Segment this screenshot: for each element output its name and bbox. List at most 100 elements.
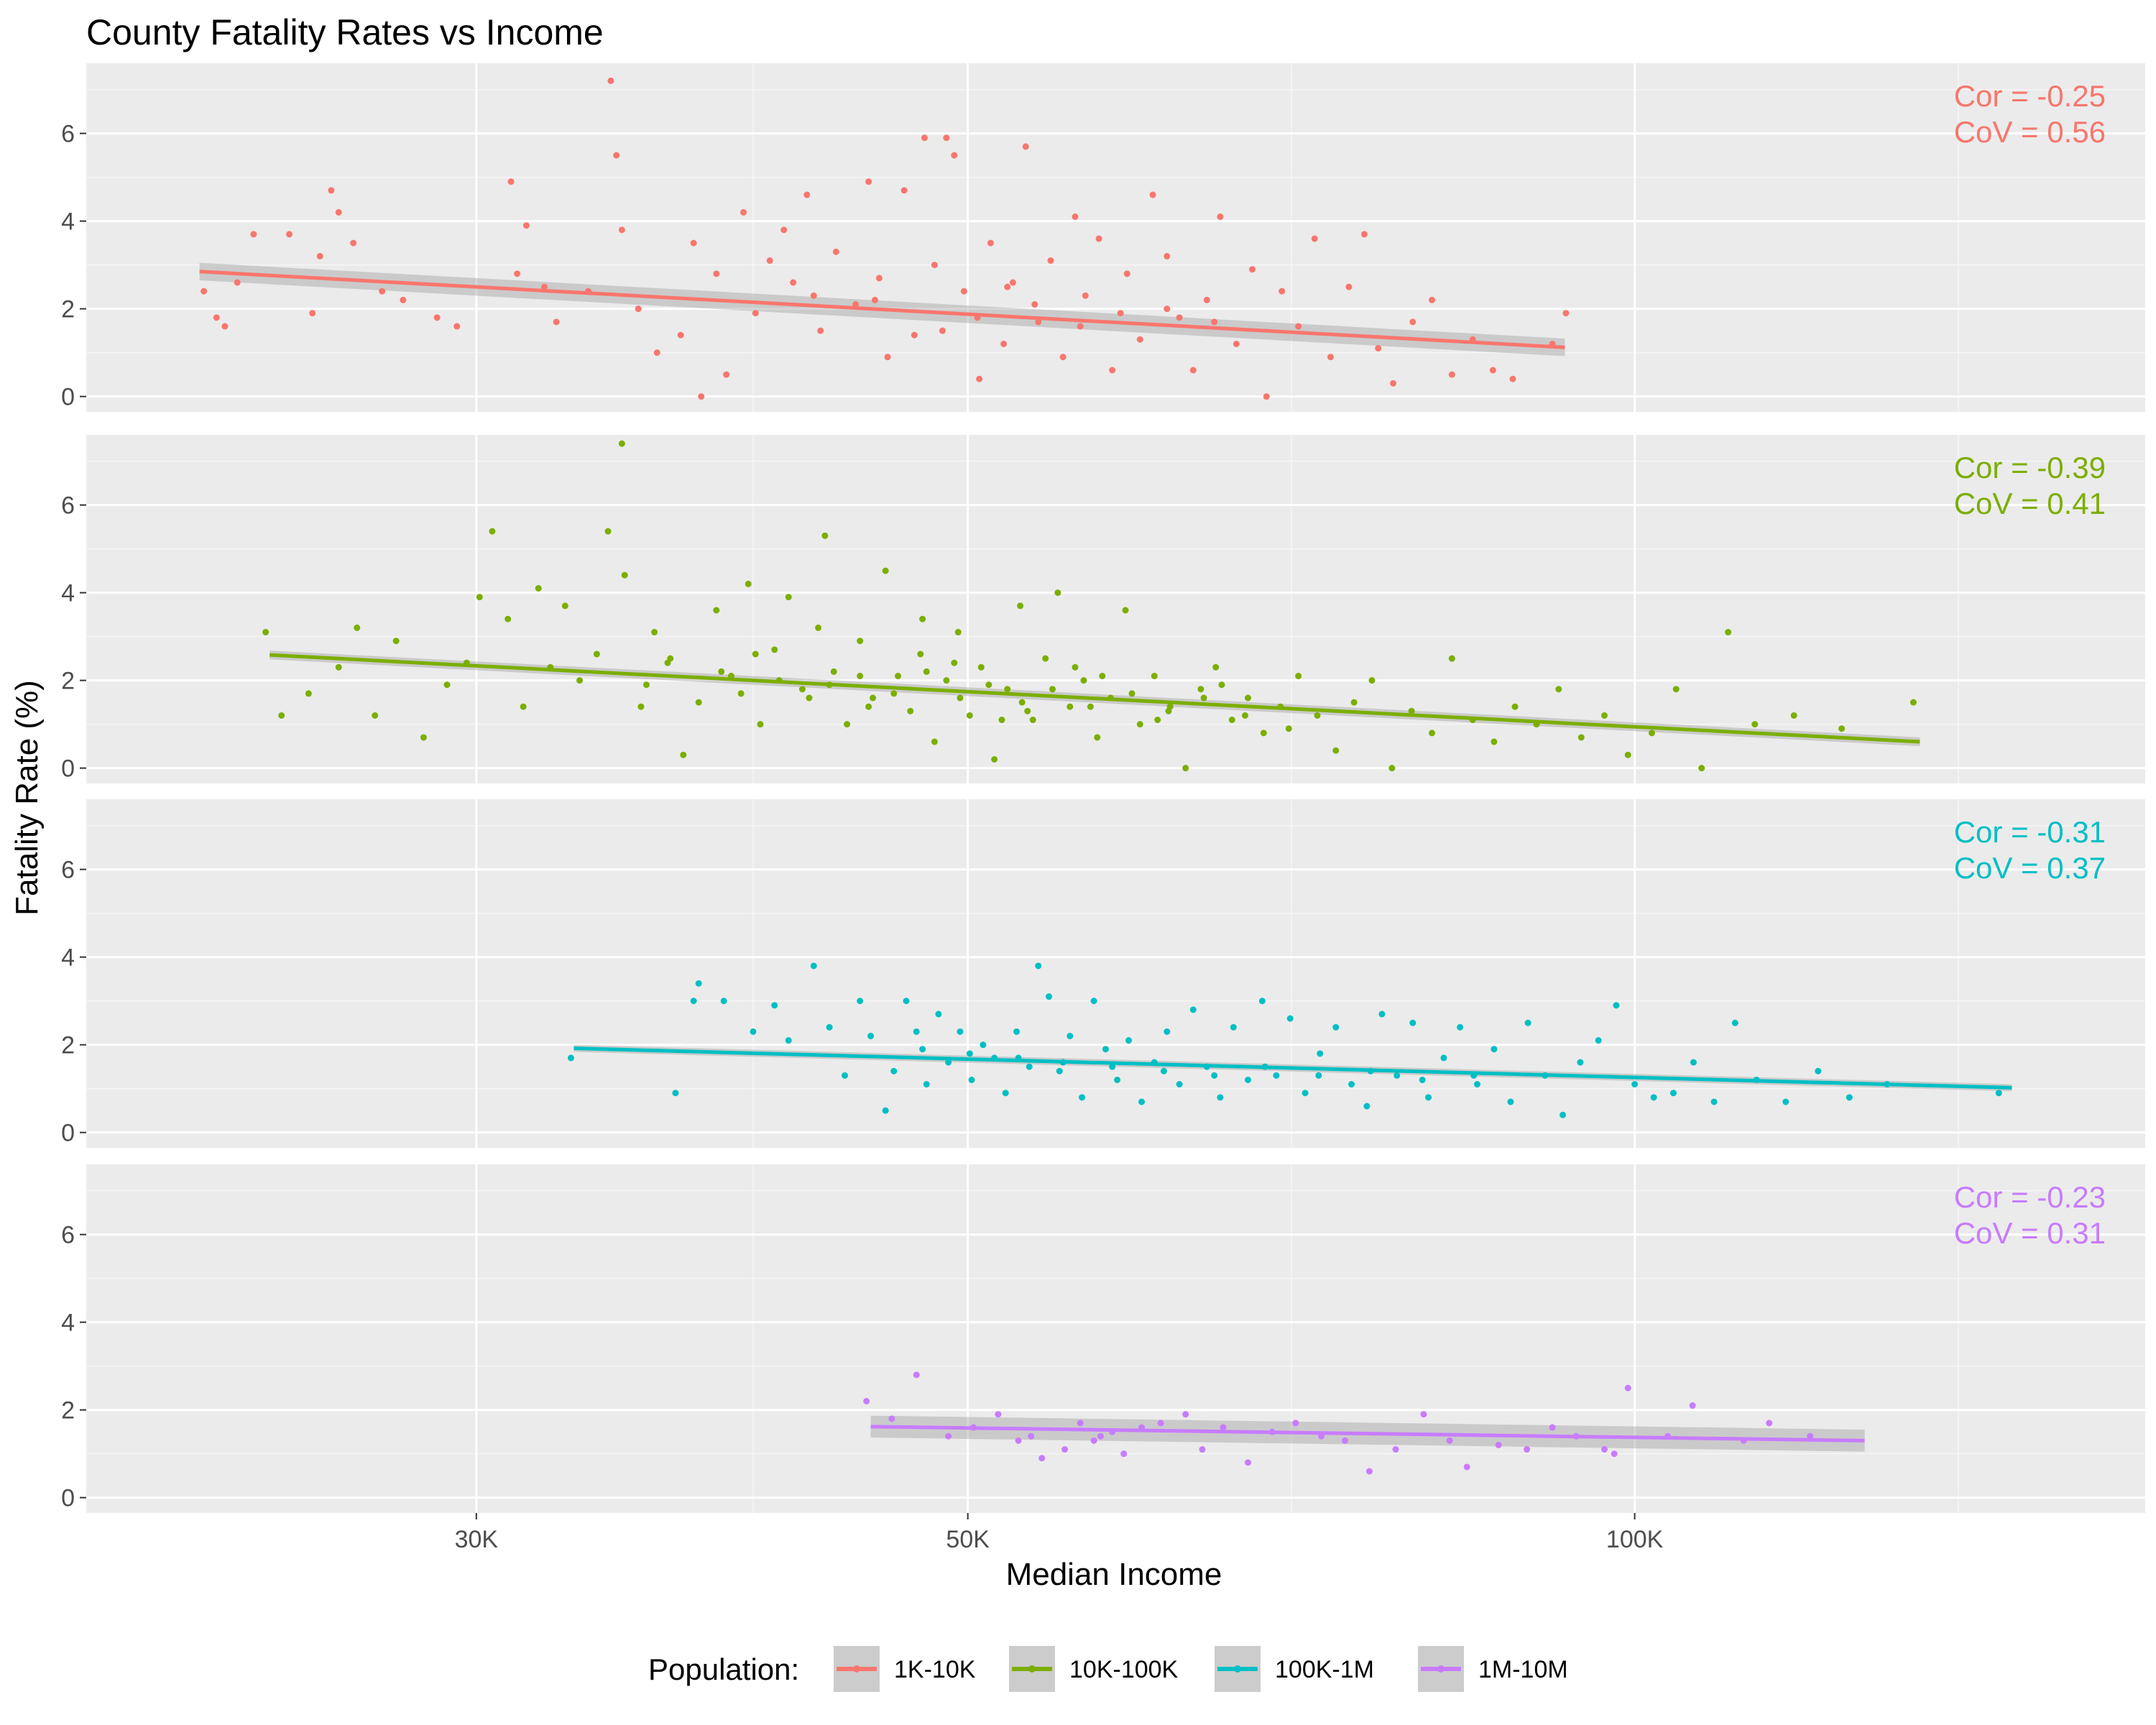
data-point [1038, 1455, 1046, 1462]
data-point [420, 734, 427, 741]
data-point [757, 721, 764, 728]
data-point [1220, 1424, 1227, 1431]
data-point [991, 755, 998, 763]
data-point [1375, 345, 1382, 352]
data-point [286, 231, 293, 238]
data-point [1360, 231, 1368, 238]
y-tick-label: 2 [61, 296, 75, 323]
data-point [1067, 703, 1074, 710]
y-tick-label: 0 [61, 1120, 75, 1147]
data-point [1815, 1067, 1822, 1075]
data-point [790, 279, 797, 286]
data-point [1244, 1076, 1251, 1083]
trend-line [270, 653, 1920, 744]
data-point [737, 690, 745, 697]
data-point [1562, 310, 1570, 317]
data-point [1560, 1111, 1567, 1118]
data-point [1046, 993, 1053, 1000]
data-point [903, 998, 910, 1005]
data-point [613, 152, 620, 159]
data-point [1090, 1437, 1097, 1444]
data-point [1136, 336, 1143, 343]
legend-label: 1K-10K [894, 1656, 976, 1683]
data-point [1649, 730, 1656, 737]
data-point [637, 703, 645, 710]
point-group [201, 77, 1570, 400]
data-point [919, 1046, 926, 1053]
data-point [1790, 712, 1797, 719]
data-point [309, 310, 316, 317]
data-point [1295, 673, 1302, 680]
data-point [1263, 393, 1270, 400]
data-point [1241, 712, 1248, 719]
data-point [1090, 998, 1097, 1005]
data-point [604, 528, 612, 535]
data-point [618, 226, 625, 234]
data-point [995, 1411, 1002, 1418]
y-tick-label: 4 [61, 944, 75, 972]
data-point [1463, 1463, 1470, 1471]
data-point [1419, 1076, 1426, 1083]
data-point [900, 187, 908, 194]
correlation-label: Cor = -0.31 [1954, 815, 2106, 849]
legend-item: 1K-10K [834, 1646, 976, 1692]
data-point [1002, 1090, 1009, 1097]
data-point [221, 323, 229, 330]
data-point [907, 707, 914, 714]
data-point [852, 301, 860, 308]
data-point [1782, 1098, 1789, 1105]
data-point [1345, 283, 1353, 290]
data-point [1009, 279, 1016, 286]
data-point [1698, 765, 1705, 772]
y-tick-label: 2 [61, 1032, 75, 1059]
data-point [1013, 1028, 1021, 1035]
data-point [1995, 1090, 2002, 1097]
data-point [392, 638, 400, 645]
data-point [1165, 707, 1172, 714]
data-point [750, 1028, 757, 1035]
data-point [939, 327, 946, 334]
panel-background [86, 1164, 2145, 1513]
legend-item: 1M-10M [1418, 1646, 1568, 1692]
data-point [1731, 1019, 1738, 1026]
data-point [1109, 1063, 1116, 1070]
data-point [931, 262, 938, 269]
data-point [798, 686, 806, 693]
data-point [677, 331, 684, 339]
data-point [1846, 1094, 1853, 1101]
data-point [976, 375, 983, 382]
data-point [985, 681, 992, 689]
data-point [1077, 323, 1084, 330]
data-point [1218, 681, 1225, 689]
data-point [672, 1090, 679, 1097]
y-tick-label: 0 [61, 384, 75, 411]
data-point [815, 624, 822, 631]
data-point [923, 1081, 930, 1088]
data-point [695, 980, 702, 987]
panel-background [86, 63, 2145, 412]
data-point [1350, 699, 1358, 706]
data-point [945, 1059, 952, 1066]
data-point [618, 440, 625, 447]
y-tick-label: 4 [61, 580, 75, 607]
point-group [863, 1371, 1814, 1475]
data-point [1689, 1402, 1696, 1409]
x-axis-title: Median Income [1006, 1557, 1222, 1592]
data-point [1102, 1046, 1109, 1053]
correlation-label: Cor = -0.23 [1954, 1180, 2106, 1214]
data-point [752, 650, 759, 658]
data-point [1154, 717, 1161, 724]
data-point [1489, 367, 1496, 374]
data-point [1077, 1420, 1084, 1427]
cov-label: CoV = 0.41 [1954, 487, 2106, 520]
data-point [522, 222, 530, 229]
data-point [865, 178, 872, 185]
data-point [1725, 629, 1732, 636]
data-point [1094, 734, 1101, 741]
data-point [1446, 1437, 1453, 1444]
data-point [1292, 1420, 1299, 1427]
